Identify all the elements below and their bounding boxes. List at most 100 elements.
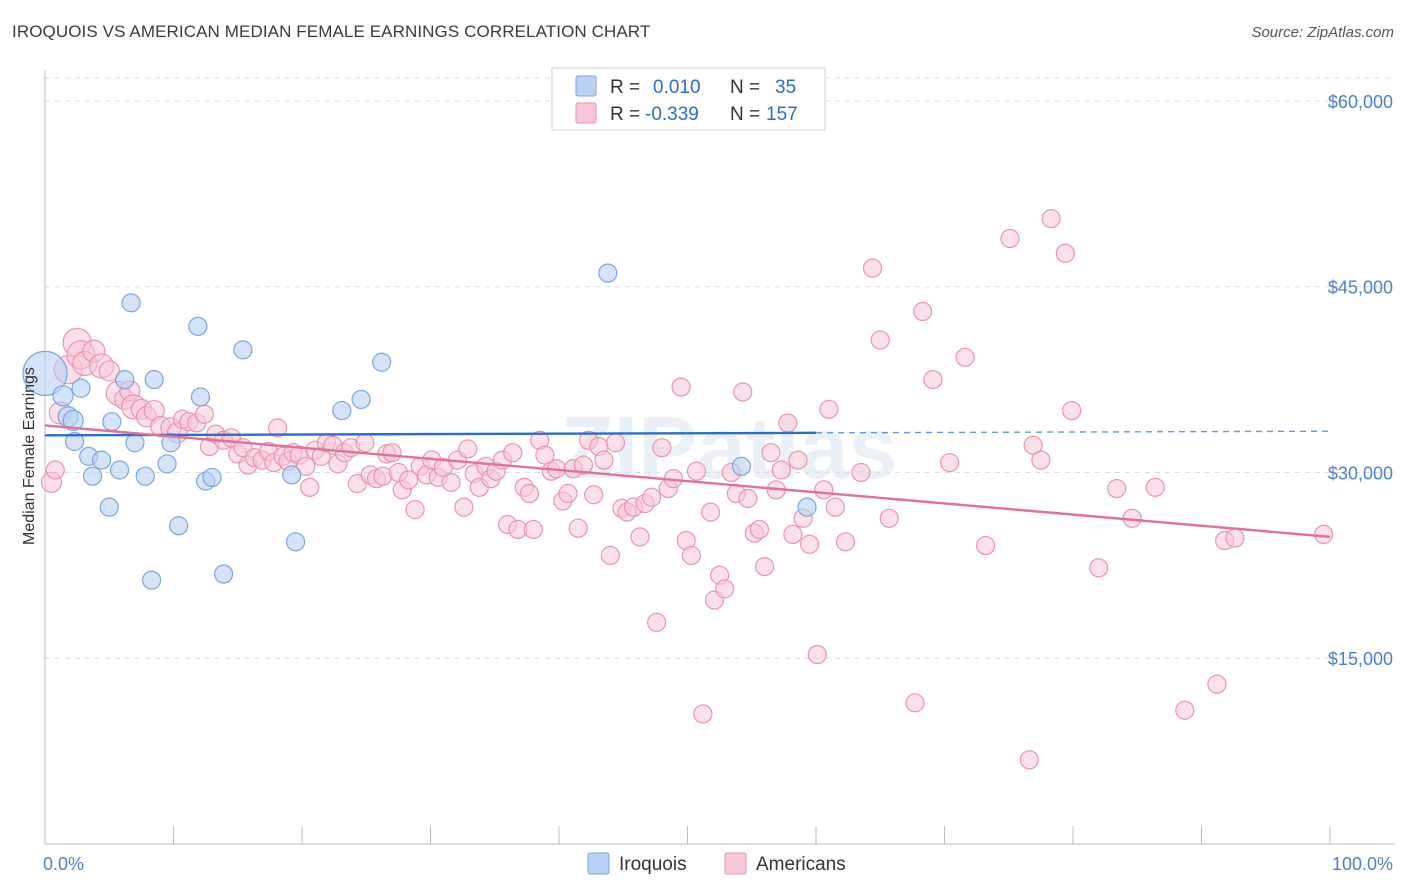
iroquois-point [731,456,752,476]
legend-r-label: R = [610,104,640,125]
americans-point [458,439,478,459]
legend-n-label: N = [730,77,760,98]
americans-point [1107,478,1127,499]
iroquois-point [214,564,234,584]
americans-point [1031,450,1051,470]
iroquois-trend-extension [815,430,1331,434]
iroquois-point [598,263,618,283]
iroquois-point [332,400,352,421]
americans-point [399,470,419,490]
americans-point [778,413,798,433]
americans-point [1225,528,1245,548]
iroquois-point [82,466,103,486]
iroquois-point [169,516,189,536]
americans-point [98,360,120,382]
iroquois-point [91,450,112,470]
americans-point [814,480,834,500]
legend-n-label: N = [730,104,760,125]
iroquois-point [115,370,135,390]
iroquois-point [121,293,141,313]
americans-point [594,450,614,470]
iroquois-point [52,385,74,407]
iroquois-point [22,350,68,397]
americans-point [45,460,65,480]
iroquois-point [233,340,253,360]
americans-point [605,433,626,453]
iroquois-point [144,370,164,390]
americans-point [835,532,856,552]
x-tick-labels: 0.0% 100.0% [43,854,1393,874]
americans-point [783,524,803,545]
americans-point [503,443,523,463]
iroquois-point [102,412,122,432]
americans-point [976,535,996,556]
americans-point [300,477,320,497]
legend-americans-swatch [575,102,597,124]
legend-r-label: R = [610,77,640,98]
legend-iroquois-swatch [575,75,597,97]
iroquois-point [797,497,817,517]
americans-point [940,452,960,473]
iroquois-point [351,389,371,410]
iroquois-point [190,387,211,407]
americans-point [647,612,667,632]
bottom-legend-americans-label: Americans [756,854,846,875]
iroquois-point [125,433,145,453]
americans-point [405,500,425,520]
americans-point [1041,209,1061,229]
americans-point [296,456,316,476]
iroquois-point [372,352,392,372]
iroquois-points [22,263,817,590]
americans-point [630,527,650,547]
iroquois-point [99,497,119,517]
americans-point [701,502,721,522]
iroquois-point [62,409,84,432]
americans-point [573,455,594,475]
americans-point [807,644,827,665]
y-tick-label: $15,000 [1328,649,1393,669]
iroquois-point [64,431,85,452]
americans-point [879,508,899,528]
americans-point [771,460,791,480]
americans-point [738,488,758,509]
americans-point [870,330,890,350]
x-tick-label-end: 100.0% [1332,854,1393,874]
americans-point [1145,477,1165,497]
legend-n-value: 35 [775,77,796,98]
americans-point [652,438,672,458]
bottom-legend-iroquois-swatch [587,852,610,875]
americans-point [693,704,713,724]
americans-point [1019,750,1039,770]
bottom-legend-iroquois-label: Iroquois [619,854,687,875]
y-tick-label: $45,000 [1328,278,1393,298]
iroquois-point [135,466,155,486]
americans-point [905,693,925,713]
legend: R = 0.010 N = 35 R = -0.339 N = 157 [551,67,826,131]
source-note: Source: ZipAtlas.com [1251,24,1394,41]
iroquois-point [282,465,302,485]
iroquois-point [202,467,222,488]
americans-point [1062,400,1082,421]
americans-point [733,382,753,402]
americans-point [671,377,691,397]
americans-point [641,487,662,507]
americans-point [819,399,839,419]
americans-point [519,483,540,504]
americans-point [761,443,781,463]
americans-point [568,518,588,538]
iroquois-point [157,454,177,474]
americans-trend-line [44,424,1331,539]
americans-point [1313,524,1334,545]
americans-point [788,450,808,470]
americans-point [523,519,543,540]
americans-point [600,545,621,566]
americans-point [825,497,845,517]
americans-point [355,433,375,453]
iroquois-trend-line [44,431,817,437]
legend-r-value: -0.339 [645,104,699,125]
americans-point [681,545,701,566]
americans-point [923,370,943,390]
americans-point [862,258,883,278]
americans-point [1089,558,1109,578]
